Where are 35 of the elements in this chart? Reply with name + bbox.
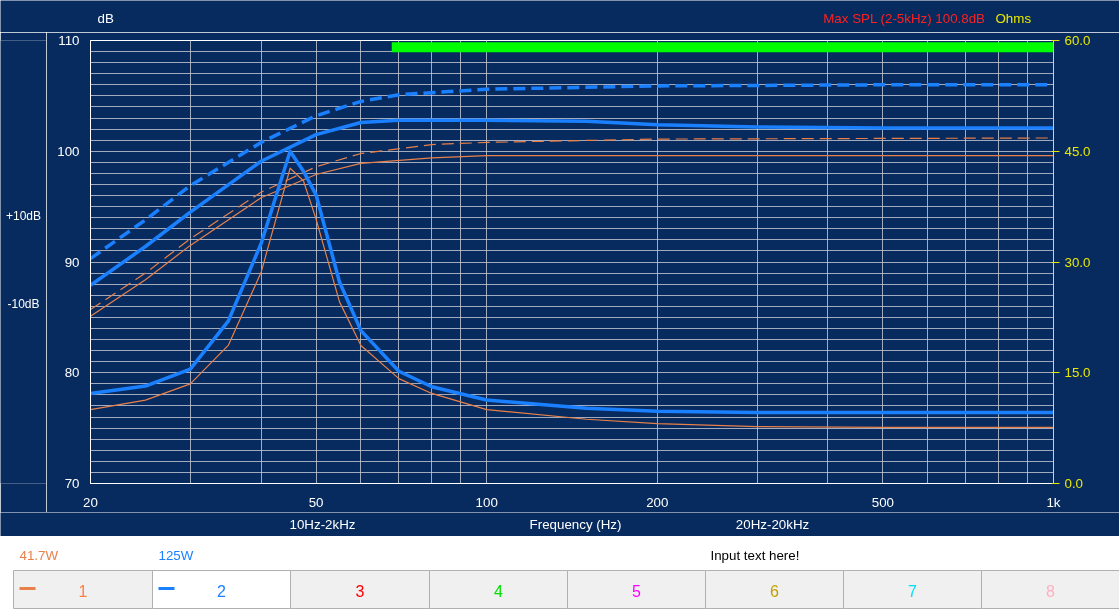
chart-title: Max SPL (2-5kHz) 100.8dB	[823, 11, 986, 26]
text: 10Hz-2kHz	[289, 517, 356, 532]
text: Input text here!	[710, 548, 800, 563]
x-tick-label: 500	[871, 494, 894, 510]
text: 4	[494, 582, 504, 600]
text: 7	[908, 582, 918, 600]
y-tick-label: 70	[64, 476, 80, 491]
text: 5	[632, 582, 642, 600]
text: 1	[78, 582, 88, 600]
y-axis-title: dB	[97, 11, 114, 26]
text: 125W	[158, 548, 194, 563]
x-tick-label: 20	[83, 494, 98, 510]
x-tick-label: 200	[646, 494, 669, 510]
y2-tick-label: 45.0	[1064, 143, 1091, 159]
text: 41.7W	[19, 548, 59, 563]
x-tick-label: 100	[475, 494, 498, 510]
y-tick-label: 110	[58, 33, 80, 48]
y-tick-label: 90	[64, 254, 80, 270]
text: 20Hz-20kHz	[735, 517, 810, 532]
text: 3	[355, 582, 365, 600]
text: 6	[770, 582, 780, 600]
y2-tick-label: 15.0	[1064, 365, 1091, 381]
y-tick-label: 80	[64, 365, 80, 381]
text: 2	[217, 582, 227, 600]
x-axis-title: Frequency (Hz)	[529, 517, 622, 532]
y2-tick-label: 60.0	[1064, 33, 1091, 48]
x-tick-label: 1k	[1046, 494, 1061, 510]
y2-axis-title: Ohms	[995, 11, 1032, 26]
y2-tick-label: 0.0	[1064, 476, 1084, 491]
y-tick-label: 100	[57, 143, 80, 159]
text: -10dB	[7, 297, 40, 312]
x-tick-label: 50	[308, 494, 324, 510]
text: 8	[1046, 582, 1056, 600]
text: +10dB	[5, 208, 42, 223]
y2-tick-label: 30.0	[1064, 254, 1091, 270]
